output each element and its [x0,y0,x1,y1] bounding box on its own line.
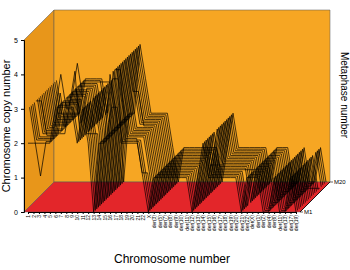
z-axis-line [300,182,330,212]
x-tick-mark [252,212,253,214]
y-tick-label: 0 [14,209,18,216]
x-tick-mark [203,212,204,214]
x-tick-mark [219,212,220,214]
x-tick-mark [225,212,226,214]
x-tick-mark [110,212,111,214]
x-axis: 12345678910111213141516171819202122Xder(… [25,212,299,231]
x-tick-mark [154,212,155,214]
y-tick-label: 3 [14,106,18,113]
x-tick-mark [148,212,149,214]
lines [28,44,326,212]
x-axis-title: Chromosome number [114,252,230,266]
z-axis-title: Metaphase number [339,52,350,139]
x-tick-mark [192,212,193,214]
y-tick: 2 [14,140,24,147]
x-tick-mark [170,212,171,214]
x-tick-mark [99,212,100,214]
x-tick-mark [143,212,144,214]
x-tick-mark [39,212,40,214]
x-tick-mark [132,212,133,214]
x-axis-line [29,212,297,213]
y-tick-label: 1 [14,174,18,181]
x-tick-mark [116,212,117,214]
x-tick-mark [77,212,78,214]
x-tick-mark [159,212,160,214]
y-tick: 0 [14,209,24,216]
metaphase-line [34,68,302,206]
y-tick: 4 [14,71,24,78]
y-tick-mark [21,143,24,144]
z-tick-label: M20 [334,179,346,185]
x-tick-mark [121,212,122,214]
z-tick-label: M1 [304,209,313,215]
x-tick-mark [105,212,106,214]
y-tick-mark [21,74,24,75]
y-tick-mark [21,40,24,41]
x-tick-mark [126,212,127,214]
x-tick-mark [187,212,188,214]
x-tick-mark [263,212,264,214]
x-tick-mark [247,212,248,214]
x-tick-mark [296,212,297,214]
x-tick-mark [198,212,199,214]
y-tick-mark [21,109,24,110]
x-tick-mark [285,212,286,214]
z-tick-mark [330,182,333,183]
x-tick-mark [208,212,209,214]
y-tick-mark [21,178,24,179]
x-tick-mark [55,212,56,214]
metaphase-line [31,71,299,209]
x-tick-label: der(19) [293,215,299,231]
y-tick-mark [21,212,24,213]
y-axis-line [21,41,25,213]
x-tick-mark [33,212,34,214]
x-tick-mark [165,212,166,214]
y-tick-label: 2 [14,140,18,147]
x-tick: der(19) [293,212,299,231]
x-tick-mark [214,212,215,214]
x-tick-mark [94,212,95,214]
x-tick-mark [230,212,231,214]
y-tick: 3 [14,106,24,113]
x-tick-mark [176,212,177,214]
x-tick-mark [66,212,67,214]
metaphase-line [33,70,301,208]
x-tick-mark [44,212,45,214]
y-tick-label: 4 [14,71,18,78]
chart: 0 1 2 3 4 5 1234567891011121314151617181920212… [0,0,350,270]
metaphase-line [30,107,298,210]
x-tick-mark [137,212,138,214]
x-tick-mark [88,212,89,214]
x-tick-mark [236,212,237,214]
y-tick: 1 [14,174,24,181]
x-tick-mark [280,212,281,214]
z-tick-mark [300,212,303,213]
x-tick-mark [72,212,73,214]
x-tick-mark [258,212,259,214]
plot-box [24,10,330,212]
x-tick-mark [28,212,29,214]
x-tick-mark [291,212,292,214]
x-tick-mark [61,212,62,214]
x-tick-mark [274,212,275,214]
x-tick-mark [50,212,51,214]
metaphase-line [28,74,296,212]
x-tick-mark [269,212,270,214]
x-tick-mark [181,212,182,214]
y-tick-label: 5 [14,37,18,44]
y-tick: 5 [14,37,24,44]
x-tick-mark [241,212,242,214]
y-axis-title: Chromosome copy number [0,59,12,192]
x-tick-mark [83,212,84,214]
y-axis: 0 1 2 3 4 5 [14,37,24,216]
